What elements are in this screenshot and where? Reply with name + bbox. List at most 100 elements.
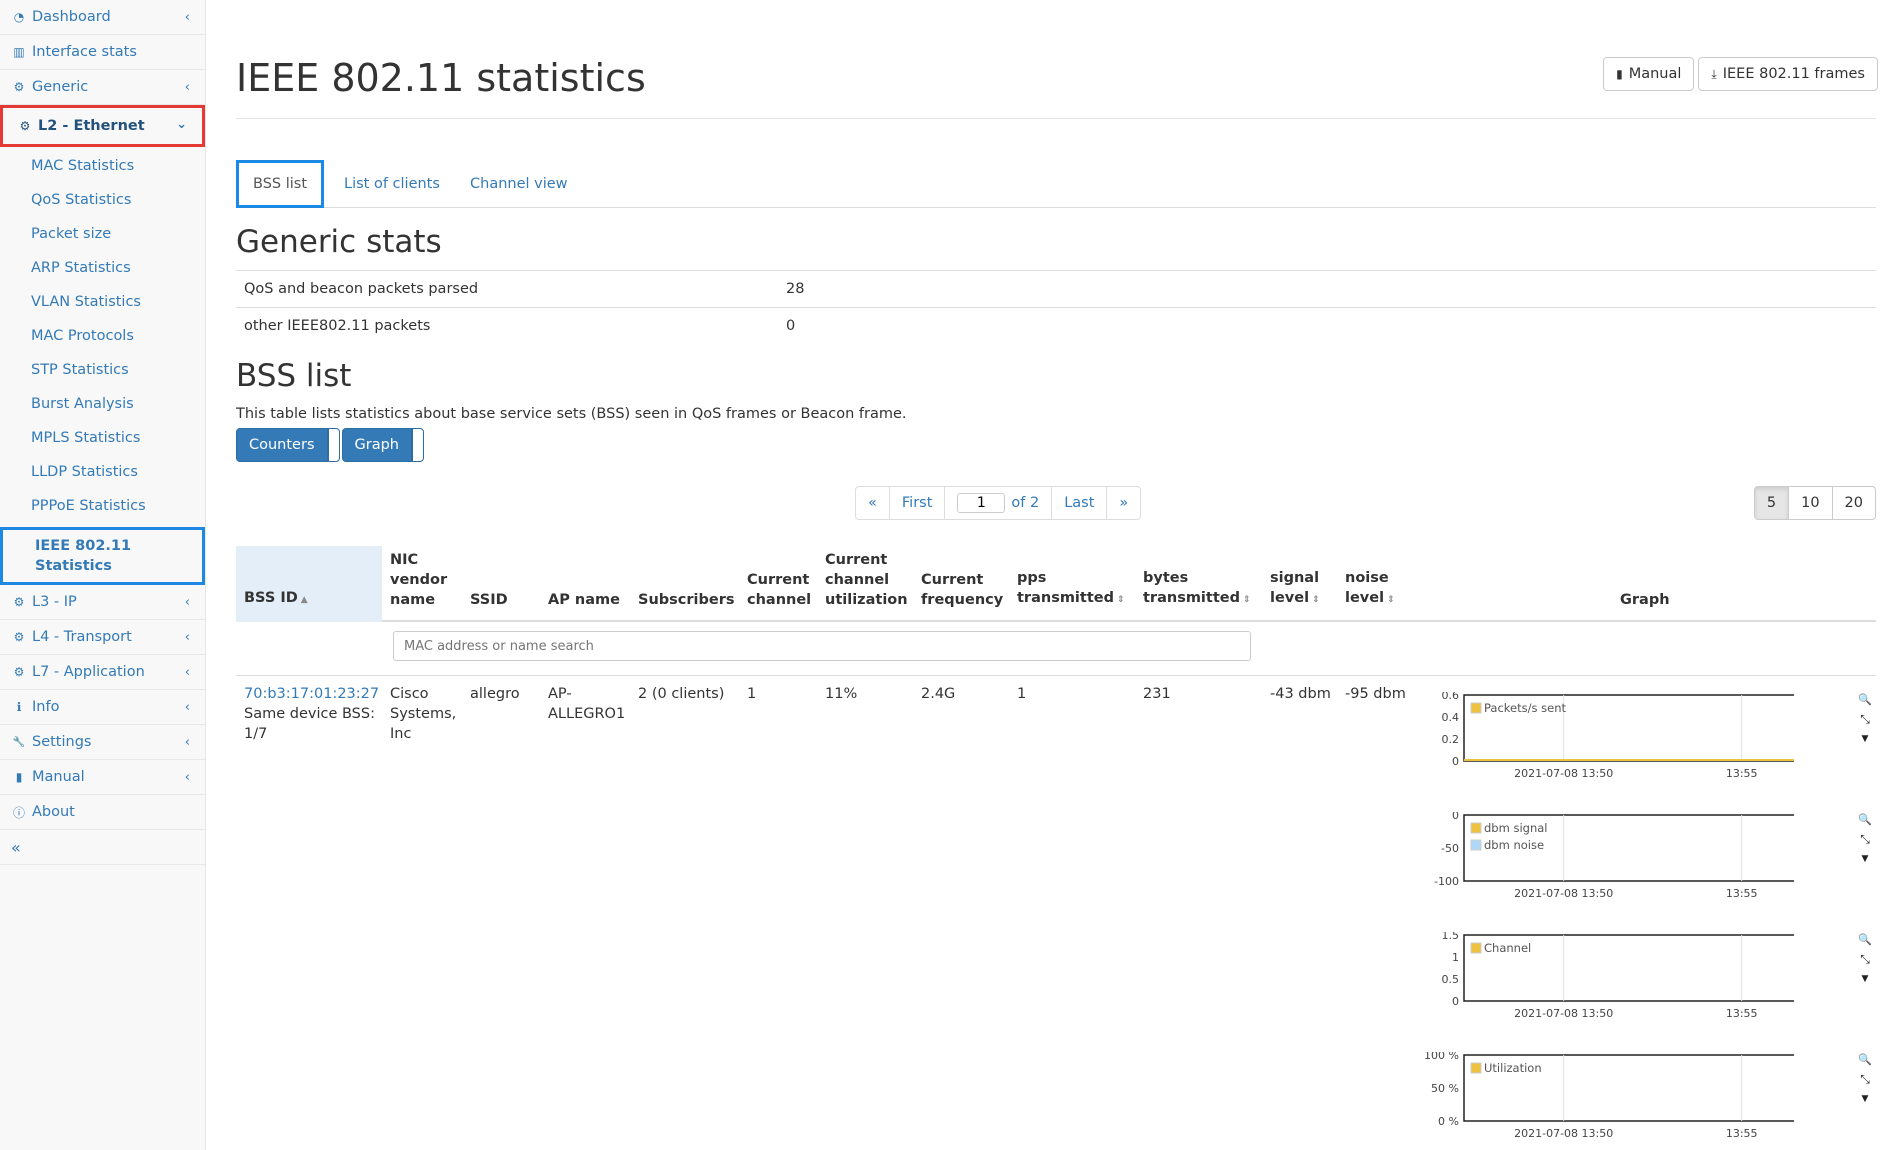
plot-frame — [1463, 694, 1794, 762]
sub-item-mac-protocols[interactable]: MAC Protocols — [31, 328, 134, 344]
zoom-icon[interactable]: 🔍 — [1858, 1052, 1872, 1066]
dashboard-icon: ◔ — [13, 10, 25, 24]
y-tick-label: 1.5 — [1442, 932, 1460, 942]
page-size-10[interactable]: 10 — [1789, 487, 1833, 519]
sub-item-vlan-statistics[interactable]: VLAN Statistics — [31, 294, 141, 310]
chart-tools: 🔍 ⤡ ▼ — [1858, 809, 1872, 869]
graph-button[interactable]: Graph — [341, 428, 412, 462]
wrench-icon: 🔧 — [12, 736, 26, 748]
y-tick-label: -100 — [1434, 875, 1459, 888]
nav-label: Interface stats — [32, 44, 137, 60]
graph-toggle[interactable] — [411, 428, 424, 462]
x-tick-label: 13:55 — [1726, 887, 1758, 900]
counters-toggle[interactable] — [327, 428, 340, 462]
legend-label: dbm signal — [1484, 821, 1547, 835]
last-page-button[interactable]: Last — [1052, 487, 1108, 519]
reset-zoom-icon[interactable]: ⤡ — [1860, 711, 1870, 726]
generic-row: other IEEE802.11 packets 0 — [236, 307, 1876, 344]
mac-search-input[interactable] — [393, 631, 1251, 661]
first-page-button[interactable]: First — [890, 487, 946, 519]
prev-page-button[interactable]: « — [856, 487, 890, 519]
pagination: « First of 2 Last » — [855, 486, 1142, 520]
header-line: frequency — [921, 592, 1004, 608]
nav-info[interactable]: ℹ Info ‹ — [0, 690, 205, 725]
nav-l7-application[interactable]: ⚙ L7 - Application ‹ — [0, 655, 205, 690]
reset-zoom-icon[interactable]: ⤡ — [1860, 831, 1870, 846]
page-size-20[interactable]: 20 — [1844, 495, 1863, 511]
x-tick-label: 2021-07-08 13:50 — [1514, 1127, 1613, 1140]
header-bss-id[interactable]: BSS ID ▲ — [244, 588, 308, 610]
zoom-icon[interactable]: 🔍 — [1858, 692, 1872, 706]
sub-ieee80211-statistics[interactable]: IEEE 802.11 Statistics — [0, 527, 205, 585]
header-line: vendor — [390, 572, 448, 588]
y-tick-label: 0 — [1452, 812, 1459, 822]
sub-item-mac-statistics[interactable]: MAC Statistics — [31, 158, 135, 174]
nav-l4-transport[interactable]: ⚙ L4 - Transport ‹ — [0, 620, 205, 655]
y-tick-label: 1 — [1452, 951, 1459, 964]
tab-channel-view[interactable]: Channel view — [470, 176, 568, 192]
header-pps-transmitted[interactable]: pps transmitted ⇕ — [1017, 568, 1125, 610]
caret-down-icon[interactable]: ▼ — [1861, 1094, 1869, 1104]
zoom-icon[interactable]: 🔍 — [1858, 812, 1872, 826]
header-line: level — [1345, 590, 1385, 606]
nav-label: About — [32, 804, 75, 820]
sub-item-packet-size[interactable]: Packet size — [31, 226, 112, 242]
nav-generic[interactable]: ⚙ Generic ‹ — [0, 70, 205, 105]
cell-frequency: 2.4G — [921, 686, 956, 702]
counters-button[interactable]: Counters — [236, 428, 328, 462]
nav-l2-ethernet[interactable]: ⚙ L2 - Ethernet ⌄ — [0, 105, 205, 147]
header-ssid: SSID — [470, 592, 508, 608]
nav-interface-stats[interactable]: ▥ Interface stats — [0, 35, 205, 70]
nav-label: Generic — [32, 79, 89, 95]
bss-list-title: BSS list — [236, 358, 352, 394]
reset-zoom-icon[interactable]: ⤡ — [1860, 1071, 1870, 1086]
tab-list-of-clients[interactable]: List of clients — [344, 176, 440, 192]
nav-dashboard[interactable]: ◔ Dashboard ‹ — [0, 0, 205, 35]
nav-manual[interactable]: ▮ Manual ‹ — [0, 760, 205, 795]
mini-chart: 0 -50 -100 2021-07-08 13:50 13:55 dbm signal d… — [1414, 812, 1794, 916]
sub-item-arp-statistics[interactable]: ARP Statistics — [31, 260, 131, 276]
next-page-button[interactable]: » — [1119, 495, 1129, 511]
chevron-left-icon: ‹ — [184, 595, 190, 610]
legend-label: Channel — [1484, 941, 1531, 955]
cell-bss-id: 70:b3:17:01:23:27 Same device BSS: 1/7 — [244, 684, 379, 744]
nav-l3-ip[interactable]: ⚙ L3 - IP ‹ — [0, 585, 205, 620]
sub-item-pppoe-statistics[interactable]: PPPoE Statistics — [31, 498, 146, 514]
ap-line: ALLEGRO1 — [548, 706, 626, 722]
nav-settings[interactable]: 🔧 Settings ‹ — [0, 725, 205, 760]
y-tick-label: 0.5 — [1442, 973, 1460, 986]
sub-item-lldp-statistics[interactable]: LLDP Statistics — [31, 464, 138, 480]
sort-icon: ⇕ — [1242, 595, 1251, 605]
nav-about[interactable]: ⓘ About — [0, 795, 205, 830]
reset-zoom-icon[interactable]: ⤡ — [1860, 951, 1870, 966]
caret-down-icon[interactable]: ▼ — [1861, 974, 1869, 984]
header-noise-level[interactable]: noise level ⇕ — [1345, 568, 1395, 610]
collapse-sidebar-button[interactable]: « — [0, 830, 205, 865]
chart-svg: 0 -50 -100 2021-07-08 13:50 13:55 dbm signal d… — [1434, 812, 1794, 900]
chart-tools: 🔍 ⤡ ▼ — [1858, 929, 1872, 989]
zoom-icon[interactable]: 🔍 — [1858, 932, 1872, 946]
sub-item-burst-analysis[interactable]: Burst Analysis — [31, 396, 134, 412]
page-size-selector: 5 10 20 — [1753, 486, 1876, 520]
page-size-5[interactable]: 5 — [1754, 487, 1790, 519]
page-number-input[interactable] — [957, 493, 1006, 513]
tab-bss-list[interactable]: BSS list — [236, 160, 325, 208]
gear-icon: ⚙ — [13, 595, 25, 609]
frames-download-button[interactable]: ⤓ IEEE 802.11 frames — [1698, 57, 1878, 91]
bss-id-link[interactable]: 70:b3:17:01:23:27 — [244, 686, 380, 702]
nic-line: Systems, — [390, 706, 457, 722]
legend-swatch — [1470, 1062, 1482, 1074]
generic-row-label: other IEEE802.11 packets — [244, 318, 431, 334]
header-signal-level[interactable]: signal level ⇕ — [1270, 568, 1320, 610]
manual-button[interactable]: ▮ Manual — [1603, 57, 1695, 91]
caret-down-icon[interactable]: ▼ — [1861, 734, 1869, 744]
caret-down-icon[interactable]: ▼ — [1861, 854, 1869, 864]
sub-item-mpls-statistics[interactable]: MPLS Statistics — [31, 430, 141, 446]
sub-item-stp-statistics[interactable]: STP Statistics — [31, 362, 129, 378]
cell-channel: 1 — [747, 686, 757, 702]
sub-item-qos-statistics[interactable]: QoS Statistics — [31, 192, 132, 208]
header-line: channel — [747, 592, 812, 608]
header-line: transmitted — [1017, 590, 1114, 606]
header-ap-name: AP name — [548, 592, 620, 608]
header-bytes-transmitted[interactable]: bytes transmitted ⇕ — [1143, 568, 1251, 610]
